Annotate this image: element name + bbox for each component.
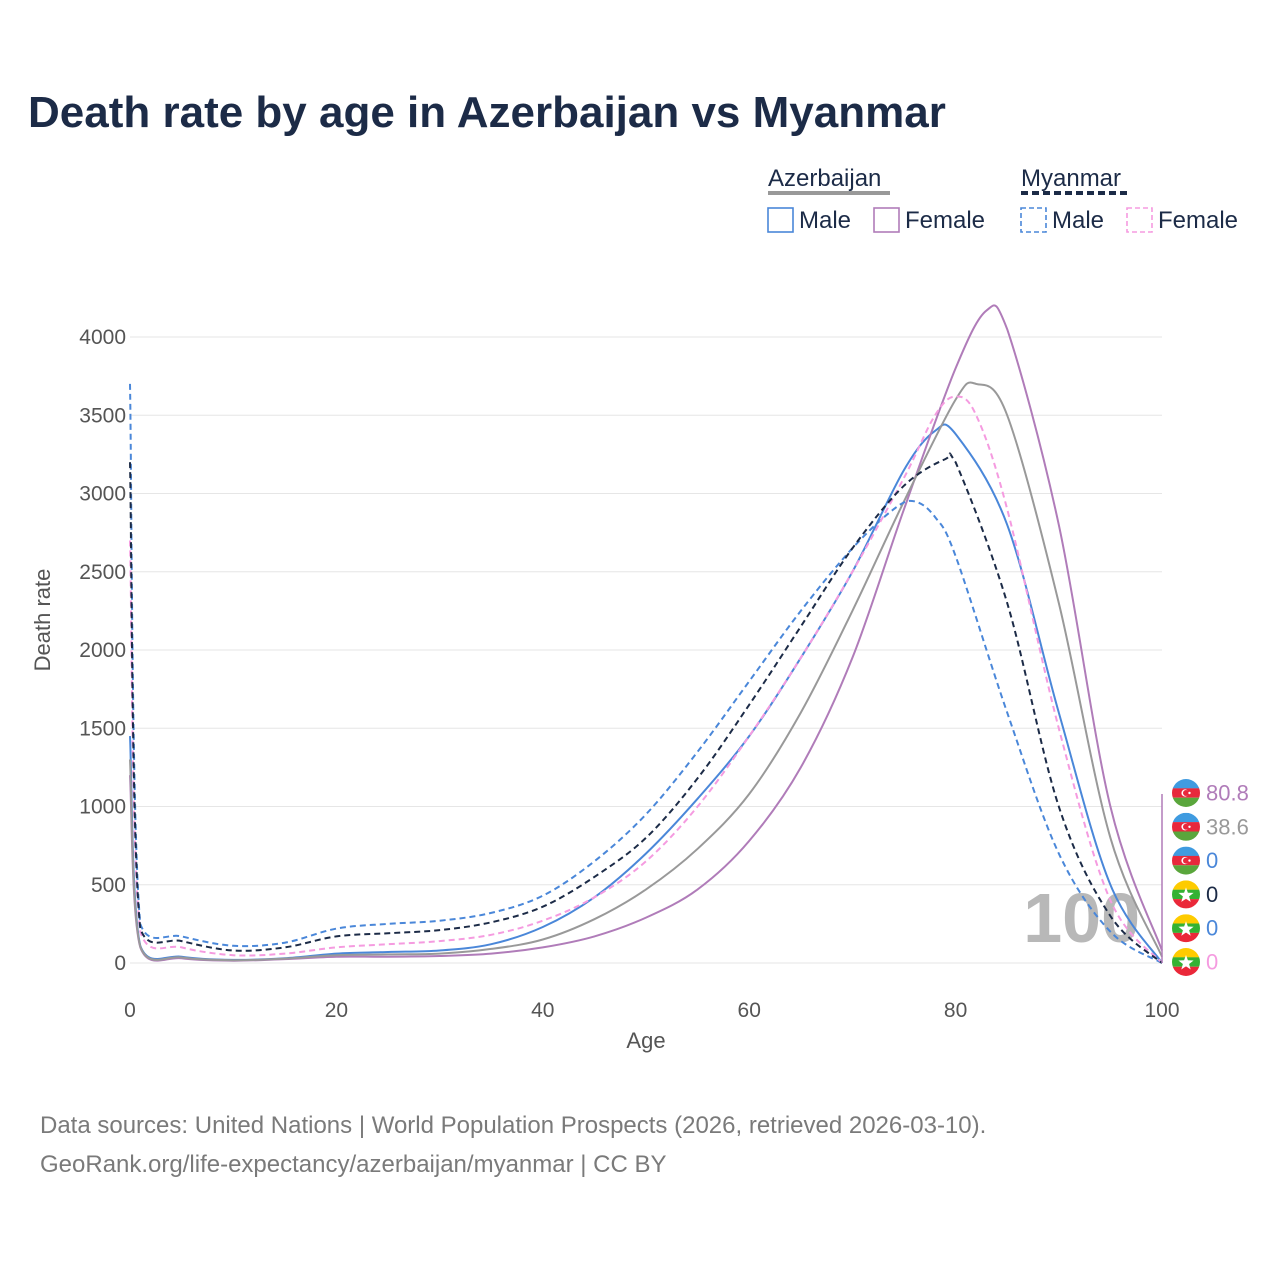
- footer: Data sources: United Nations | World Pop…: [40, 1106, 986, 1184]
- azerbaijan-flag-icon: [1172, 812, 1200, 841]
- myanmar-flag-icon: [1172, 880, 1200, 909]
- end-label-value: 0: [1206, 950, 1218, 975]
- legend-label-azerbaijan-female[interactable]: Female: [905, 207, 985, 234]
- y-tick-label: 4000: [79, 326, 126, 349]
- source-link[interactable]: GeoRank.org/life-expectancy/azerbaijan/m…: [40, 1151, 667, 1178]
- x-tick-labels: 0 20 40 60 80 100: [124, 999, 1179, 1022]
- x-tick-label: 60: [738, 999, 761, 1022]
- series-lines: [129, 304, 1163, 964]
- legend-group-myanmar: Myanmar: [1021, 165, 1121, 192]
- y-tick-label: 1000: [79, 796, 126, 819]
- myanmar-flag-icon: [1172, 914, 1200, 943]
- legend-swatch-myanmar-male[interactable]: [1020, 207, 1047, 233]
- y-tick-label: 500: [91, 874, 126, 897]
- azerbaijan-flag-icon: [1172, 779, 1200, 807]
- end-labels: 80.8 38.6 0 0 0 0: [1161, 779, 1249, 976]
- legend-label-myanmar-female[interactable]: Female: [1158, 207, 1238, 234]
- x-tick-label: 40: [531, 999, 554, 1022]
- y-tick-label: 3500: [79, 404, 126, 427]
- myanmar-flag-icon: [1172, 948, 1200, 976]
- end-label-value: 38.6: [1206, 814, 1249, 839]
- series-line-azerbaijan-total[interactable]: [129, 381, 1163, 962]
- data-source-text: Data sources: United Nations | World Pop…: [40, 1112, 987, 1139]
- azerbaijan-flag-icon: [1172, 846, 1200, 875]
- legend-swatch-azerbaijan-male[interactable]: [767, 207, 794, 233]
- y-tick-labels: 0 500 1000 1500 2000 2500 3000 3500 4000: [79, 326, 126, 975]
- chart-title: Death rate by age in Azerbaijan vs Myanm…: [28, 88, 946, 137]
- x-tick-label: 0: [124, 999, 136, 1022]
- x-tick-label: 100: [1144, 999, 1179, 1022]
- legend-label-azerbaijan-male[interactable]: Male: [799, 207, 851, 234]
- series-line-myanmar-male[interactable]: [129, 383, 1163, 964]
- year-watermark: 100: [1023, 879, 1140, 957]
- legend-group-azerbaijan: Azerbaijan: [768, 165, 881, 192]
- series-line-myanmar-female[interactable]: [129, 395, 1163, 964]
- y-tick-label: 1500: [79, 717, 126, 740]
- end-label-value: 0: [1206, 916, 1218, 941]
- series-line-azerbaijan-male[interactable]: [129, 423, 1163, 964]
- legend-swatch-myanmar-female[interactable]: [1126, 207, 1153, 233]
- legend-label-myanmar-male[interactable]: Male: [1052, 207, 1104, 234]
- grid-lines: [130, 336, 1162, 964]
- end-label-value: 0: [1206, 848, 1218, 873]
- legend-swatch-azerbaijan-female[interactable]: [873, 207, 900, 233]
- y-tick-label: 3000: [79, 483, 126, 506]
- legend: Azerbaijan Male Female Myanmar Male Female: [767, 165, 1238, 234]
- y-tick-label: 2500: [79, 561, 126, 584]
- x-axis-title: Age: [626, 1028, 665, 1053]
- end-label-value: 0: [1206, 882, 1218, 907]
- x-tick-label: 80: [944, 999, 967, 1022]
- y-axis-title: Death rate: [30, 569, 55, 672]
- y-tick-label: 0: [114, 952, 126, 975]
- end-label-value: 80.8: [1206, 781, 1249, 806]
- x-tick-label: 20: [325, 999, 348, 1022]
- series-line-myanmar-total[interactable]: [129, 452, 1163, 964]
- y-tick-label: 2000: [79, 639, 126, 662]
